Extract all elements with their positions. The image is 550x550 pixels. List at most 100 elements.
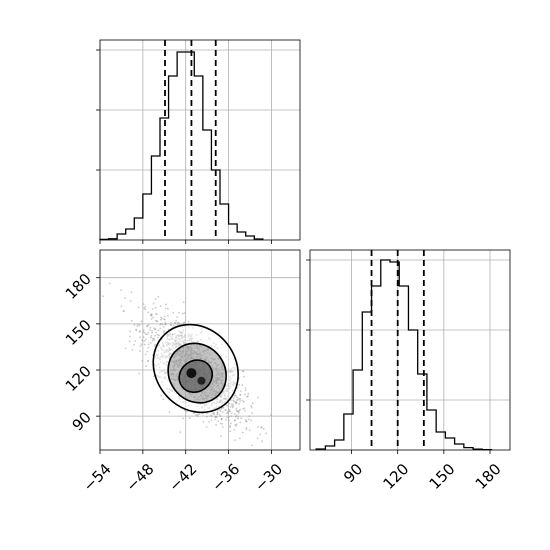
scatter-point (179, 350, 182, 353)
scatter-point (196, 398, 199, 401)
scatter-point (221, 401, 224, 403)
panel-frame (309, 249, 511, 451)
scatter-point (205, 348, 208, 351)
scatter-point (228, 369, 231, 372)
scatter-point (202, 421, 205, 423)
scatter-point (161, 352, 163, 355)
scatter-point (168, 347, 170, 349)
scatter-point (211, 412, 214, 415)
scatter-point (129, 300, 132, 302)
scatter-point (182, 349, 185, 352)
scatter-point (211, 387, 214, 389)
scatter-point (102, 295, 104, 298)
scatter-point (146, 333, 149, 336)
panel-scatter-2d: −54 −48 −42 −36 −30 90 120 150 180 (62, 249, 301, 495)
scatter-point (212, 366, 215, 369)
scatter-point (224, 398, 227, 401)
scatter-point (165, 349, 168, 351)
scatter-point (193, 350, 196, 352)
scatter-point (135, 328, 138, 331)
scatter-point (238, 410, 241, 412)
scatter-point (248, 429, 251, 431)
scatter-point (217, 391, 220, 393)
scatter-point (164, 377, 167, 380)
scatter-point (188, 357, 191, 360)
scatter-point (189, 352, 192, 355)
scatter-point (158, 344, 161, 346)
scatter-point (175, 341, 178, 343)
scatter-point (185, 350, 188, 353)
scatter-point (178, 359, 180, 362)
scatter-point (187, 404, 190, 407)
scatter-point (179, 343, 182, 346)
scatter-point (193, 343, 196, 346)
scatter-point (174, 340, 177, 342)
scatter-point (181, 312, 184, 315)
scatter-point (187, 334, 190, 337)
scatter-point (213, 389, 216, 391)
scatter-point (239, 421, 242, 424)
scatter-point (189, 346, 192, 349)
scatter-point (198, 347, 201, 350)
scatter-point (239, 400, 242, 402)
scatter-point (212, 401, 215, 404)
scatter-point (187, 354, 190, 357)
scatter-point (182, 349, 185, 352)
scatter-point (176, 372, 179, 375)
scatter-point (220, 386, 223, 389)
scatter-point (216, 385, 219, 387)
scatter-point (221, 374, 224, 376)
scatter-point (166, 350, 168, 353)
scatter-point (215, 374, 218, 377)
scatter-point (187, 336, 190, 339)
scatter-point (152, 302, 155, 305)
scatter-point (215, 382, 218, 385)
scatter-point (173, 355, 175, 358)
scatter-point (208, 392, 211, 395)
scatter-point (182, 342, 185, 344)
scatter-point (179, 364, 182, 367)
scatter-point (205, 402, 208, 405)
scatter-point (219, 401, 222, 403)
scatter-point (229, 377, 232, 380)
scatter-point (216, 412, 219, 415)
scatter-point (151, 337, 154, 340)
scatter-point (231, 374, 234, 377)
scatter-point (178, 348, 181, 351)
scatter-point (238, 383, 241, 386)
scatter-point (181, 351, 184, 353)
scatter-point (232, 384, 235, 386)
scatter-point (244, 387, 247, 389)
scatter-point (188, 396, 191, 398)
scatter-point (173, 355, 176, 357)
scatter-point (147, 324, 150, 327)
scatter-point (187, 355, 190, 358)
scatter-point (188, 339, 191, 342)
panel-histogram-param1 (96, 39, 301, 244)
scatter-point (228, 387, 231, 390)
scatter-point (176, 377, 179, 380)
scatter-point (229, 422, 232, 425)
scatter-point (179, 360, 182, 363)
scatter-point (180, 350, 182, 353)
scatter-point (190, 394, 193, 397)
scatter-point (190, 356, 193, 358)
scatter-point (181, 332, 183, 335)
scatter-point (193, 350, 196, 353)
scatter-point (170, 389, 172, 392)
scatter-point (199, 357, 202, 359)
scatter-point (175, 346, 177, 349)
scatter-point (179, 343, 181, 346)
scatter-point (189, 335, 192, 337)
scatter-point (214, 393, 217, 396)
scatter-point (218, 377, 221, 380)
scatter-point (160, 376, 162, 378)
scatter-point (217, 420, 220, 423)
scatter-point (184, 325, 187, 328)
scatter-point (120, 289, 123, 292)
scatter-point (233, 382, 236, 384)
scatter-point (188, 333, 191, 335)
scatter-point (131, 348, 134, 351)
scatter-point (180, 343, 183, 346)
scatter-point (219, 408, 221, 411)
